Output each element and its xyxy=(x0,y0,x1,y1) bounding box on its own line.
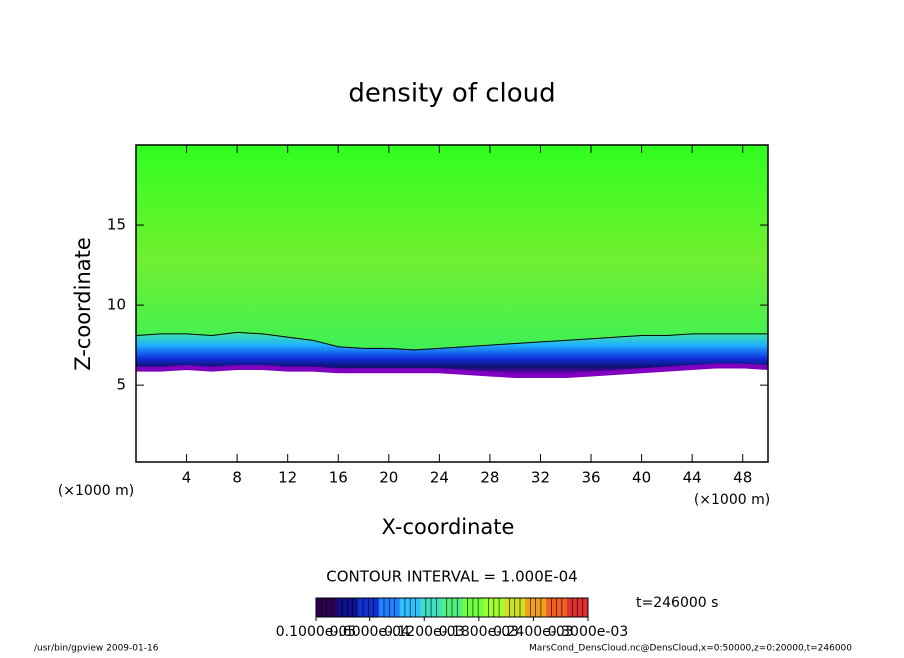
chart-title: density of cloud xyxy=(348,79,555,109)
contour-line xyxy=(135,331,768,351)
colorbar-tick-label: 0.3000e-03 xyxy=(548,624,628,640)
x-tick-label: 24 xyxy=(430,469,449,487)
x-units: (×1000 m) xyxy=(694,492,770,508)
y-tick-label: 15 xyxy=(107,216,126,234)
x-tick-label: 20 xyxy=(379,469,398,487)
field-area xyxy=(136,145,768,376)
y-tick-label: 5 xyxy=(116,376,126,394)
colorbar-tick-label: 0.1000e-05 xyxy=(276,624,356,640)
x-tick-label: 44 xyxy=(683,469,702,487)
footer-left: /usr/bin/gpview 2009-01-16 xyxy=(34,644,159,654)
x-axis-label: X-coordinate xyxy=(382,515,515,539)
colorbar-tick-label: 0.1200e-03 xyxy=(384,624,464,640)
time-label: t=246000 s xyxy=(636,595,718,611)
contour-interval: CONTOUR INTERVAL = 1.000E-04 xyxy=(326,568,577,586)
x-tick-label: 12 xyxy=(278,469,297,487)
colorbar-frame xyxy=(315,597,589,618)
y-tick-label: 10 xyxy=(107,296,126,314)
colorbar-tick-label: 0.6000e-04 xyxy=(329,624,410,640)
x-tick-label: 40 xyxy=(632,469,651,487)
x-tick-label: 4 xyxy=(182,469,192,487)
x-tick-label: 36 xyxy=(581,469,600,487)
cloud-layer xyxy=(136,332,768,376)
cloud-base xyxy=(136,363,769,379)
plot-frame xyxy=(135,144,769,463)
y-units: (×1000 m) xyxy=(58,483,134,499)
y-axis-label: Z-coordinate xyxy=(71,237,95,371)
colorbar-tick-label: 0.2400e-03 xyxy=(493,624,573,640)
x-tick-label: 48 xyxy=(733,469,752,487)
x-tick-label: 28 xyxy=(480,469,499,487)
x-tick-label: 8 xyxy=(232,469,242,487)
footer-right: MarsCond_DensCloud.nc@DensCloud,x=0:5000… xyxy=(529,644,852,654)
colorbar-tick-label: 0.1800e-03 xyxy=(439,624,519,640)
x-tick-label: 16 xyxy=(329,469,348,487)
x-tick-label: 32 xyxy=(531,469,550,487)
